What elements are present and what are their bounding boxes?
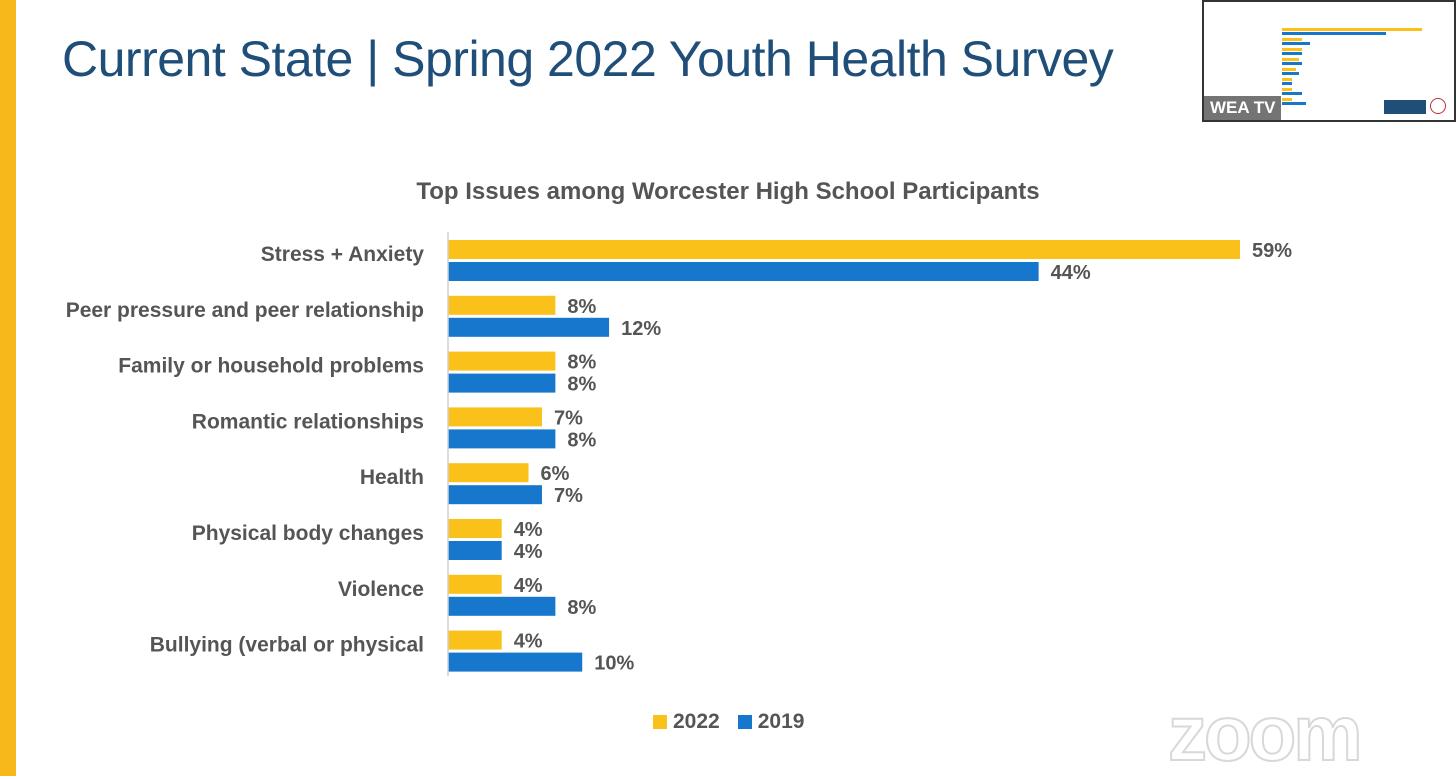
- bar-2022: [448, 519, 502, 538]
- bar-2022: [448, 295, 556, 315]
- data-label-2022: 8%: [567, 352, 596, 374]
- slide-title: Current State | Spring 2022 Youth Health…: [62, 31, 1114, 87]
- bar-2022: [448, 574, 502, 594]
- legend-label-2022: 2022: [673, 710, 720, 733]
- chart-title: Top Issues among Worcester High School P…: [416, 178, 1040, 205]
- bar-2022: [448, 630, 502, 650]
- thumbnail-bar: [1282, 88, 1292, 91]
- data-label-2019: 10%: [594, 653, 634, 675]
- data-label-2022: 4%: [514, 519, 543, 541]
- thumbnail-seal-icon: [1430, 98, 1446, 114]
- thumbnail-bar: [1282, 92, 1302, 95]
- bar-2019: [448, 485, 542, 505]
- thumbnail-bar: [1282, 98, 1292, 101]
- data-label-2022: 8%: [567, 296, 596, 318]
- data-label-2022: 7%: [554, 407, 583, 429]
- data-label-2022: 4%: [514, 631, 543, 653]
- data-label-2019: 12%: [621, 318, 661, 340]
- bar-2019: [448, 262, 1039, 281]
- category-label: Romantic relationships: [192, 410, 424, 433]
- bar-2022: [448, 463, 529, 483]
- data-label-2019: 4%: [514, 541, 543, 563]
- bar-2019: [448, 373, 556, 393]
- data-label-2019: 8%: [567, 374, 596, 396]
- thumbnail-bar: [1282, 102, 1306, 105]
- bar-2022: [448, 351, 556, 371]
- category-label: Violence: [338, 578, 424, 601]
- category-label: Bullying (verbal or physical: [150, 634, 424, 657]
- bar-2019: [448, 429, 556, 449]
- thumbnail-bar: [1282, 28, 1422, 31]
- data-label-2019: 7%: [554, 485, 583, 507]
- category-label: Stress + Anxiety: [261, 243, 425, 266]
- data-label-2019: 8%: [567, 429, 596, 451]
- bar-2022: [448, 240, 1240, 259]
- presenter-video-thumbnail[interactable]: WEA TV: [1202, 0, 1456, 122]
- category-label: Family or household problems: [118, 355, 424, 378]
- thumbnail-bar: [1282, 78, 1292, 81]
- thumbnail-bar: [1282, 72, 1299, 75]
- chart-legend: 2022 2019: [653, 710, 804, 734]
- thumbnail-bar: [1282, 42, 1310, 45]
- thumbnail-bar: [1282, 58, 1299, 61]
- legend-item-2022: 2022: [653, 710, 720, 734]
- thumbnail-bar: [1282, 62, 1302, 65]
- bar-2019: [448, 541, 502, 560]
- legend-swatch-2019: [737, 715, 752, 729]
- data-label-2022: 6%: [541, 463, 570, 485]
- legend-item-2019: 2019: [737, 710, 805, 734]
- thumbnail-bar: [1282, 48, 1302, 51]
- category-label: Physical body changes: [192, 522, 424, 545]
- category-label: Health: [360, 466, 424, 489]
- bar-2022: [448, 407, 542, 427]
- thumbnail-bar: [1282, 52, 1302, 55]
- thumbnail-bar: [1282, 38, 1302, 41]
- thumbnail-bar: [1282, 68, 1296, 71]
- data-label-2022: 4%: [514, 575, 543, 597]
- bar-2019: [448, 596, 556, 616]
- bar-2019: [448, 317, 610, 337]
- legend-label-2019: 2019: [757, 710, 805, 733]
- thumbnail-bar: [1282, 82, 1292, 85]
- thumbnail-bar: [1282, 32, 1386, 35]
- data-label-2019: 44%: [1051, 262, 1091, 284]
- slide-accent-bar: [0, 0, 16, 776]
- data-label-2022: 59%: [1252, 240, 1292, 262]
- zoom-watermark: zoom: [1167, 688, 1364, 778]
- thumbnail-badge: [1384, 100, 1426, 114]
- channel-label: WEA TV: [1204, 96, 1282, 120]
- legend-swatch-2022: [653, 715, 667, 729]
- bar-2019: [448, 652, 583, 672]
- data-label-2019: 8%: [567, 597, 596, 619]
- category-label: Peer pressure and peer relationship: [66, 299, 424, 322]
